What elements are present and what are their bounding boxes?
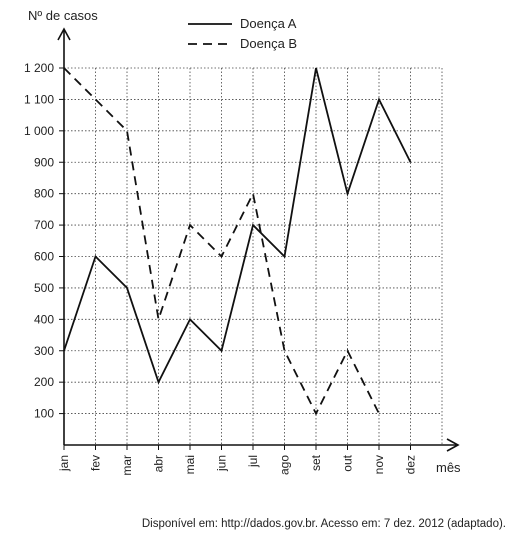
y-tick-label: 300 bbox=[34, 344, 54, 358]
x-tick-labels: jan fev mar abr mai jun jul ago set out nov dez bbox=[57, 454, 418, 475]
x-axis-arrow-icon bbox=[446, 438, 460, 452]
y-tick-label: 900 bbox=[34, 155, 54, 169]
legend-label: Doença B bbox=[240, 36, 297, 51]
x-tick-label: mar bbox=[120, 455, 134, 476]
x-tick-label: fev bbox=[89, 455, 103, 471]
axes bbox=[57, 27, 460, 452]
x-tick-label: abr bbox=[152, 455, 166, 472]
x-tick-label: jan bbox=[57, 455, 71, 472]
y-axis-arrow-icon bbox=[57, 27, 71, 41]
x-tick-label: nov bbox=[372, 455, 386, 474]
y-tick-label: 1 000 bbox=[24, 124, 54, 138]
source-note: Disponível em: http://dados.gov.br. Aces… bbox=[141, 518, 506, 530]
y-tick-label: 200 bbox=[34, 375, 54, 389]
y-tick-label: 500 bbox=[34, 281, 54, 295]
legend: Doença A Doença B bbox=[188, 16, 297, 51]
y-tick-label: 100 bbox=[34, 407, 54, 421]
x-tick-label: ago bbox=[278, 455, 292, 475]
y-tick-label: 1 100 bbox=[24, 92, 54, 106]
legend-label: Doença A bbox=[240, 16, 297, 31]
series-line-doenca-a bbox=[63, 67, 412, 385]
grid bbox=[64, 67, 443, 445]
x-tick-label: mai bbox=[183, 455, 197, 474]
y-tick-label: 600 bbox=[34, 250, 54, 264]
x-tick-label: jun bbox=[215, 455, 229, 472]
y-tick-label: 800 bbox=[34, 187, 54, 201]
series-line-doenca-b bbox=[63, 67, 380, 416]
x-axis-label: mês bbox=[436, 460, 461, 475]
y-axis-label: Nº de casos bbox=[28, 8, 98, 23]
x-tick-label: out bbox=[341, 454, 355, 471]
y-tick-label: 1 200 bbox=[24, 61, 54, 75]
x-tick-label: dez bbox=[404, 455, 418, 474]
series-lines bbox=[63, 67, 412, 416]
y-tick-label: 700 bbox=[34, 218, 54, 232]
y-tick-label: 400 bbox=[34, 312, 54, 326]
x-tick-label: jul bbox=[246, 455, 260, 468]
x-tick-label: set bbox=[309, 454, 323, 471]
y-tick-labels: 100 200 300 400 500 600 700 800 900 1 000 1 100 1 2… bbox=[24, 61, 54, 421]
